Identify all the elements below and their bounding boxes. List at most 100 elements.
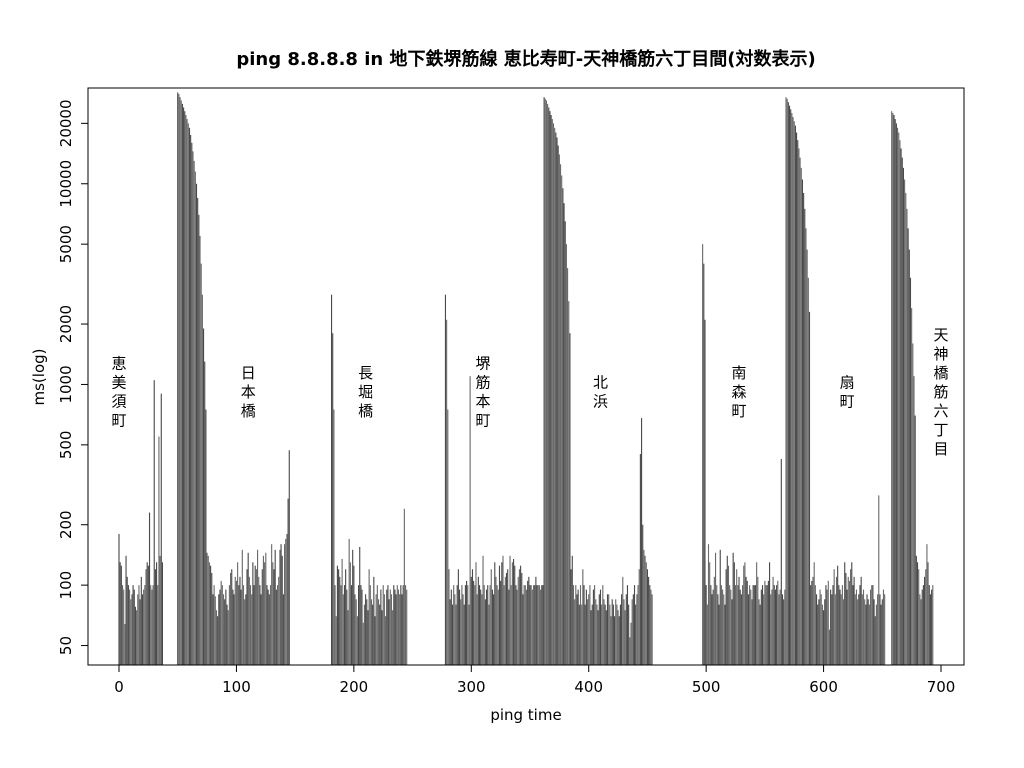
bar	[774, 589, 776, 665]
bar	[121, 585, 124, 665]
station-label: 日本橋	[241, 364, 256, 420]
bar	[275, 589, 277, 665]
bar	[797, 140, 799, 666]
bar	[349, 562, 351, 665]
bar	[720, 585, 722, 665]
bar	[861, 594, 863, 665]
bar	[530, 585, 532, 665]
bar	[388, 599, 390, 665]
bar	[864, 599, 866, 665]
bar	[845, 572, 847, 665]
bar	[280, 544, 282, 665]
bar	[584, 604, 586, 665]
bar	[491, 589, 493, 665]
bar	[750, 589, 752, 665]
bar	[278, 576, 280, 665]
bar	[742, 585, 744, 665]
bar	[451, 604, 454, 665]
bar	[239, 576, 241, 665]
bar	[493, 594, 495, 665]
bar	[228, 585, 230, 665]
bar	[810, 585, 812, 665]
bar	[745, 576, 747, 665]
bar	[444, 294, 447, 665]
bar	[912, 343, 914, 665]
bar	[838, 585, 840, 665]
bar	[541, 585, 543, 665]
bar	[394, 589, 396, 665]
bar	[855, 589, 858, 665]
bar	[154, 569, 156, 665]
bar	[818, 599, 820, 665]
bar	[450, 589, 452, 665]
bar	[769, 562, 771, 665]
bar	[562, 188, 564, 665]
bar	[906, 208, 908, 665]
bar	[125, 555, 127, 665]
bar	[146, 562, 148, 665]
bar	[857, 599, 859, 665]
x-tick-label: 100	[222, 678, 251, 696]
bar	[132, 585, 134, 665]
bar	[498, 565, 501, 665]
bar	[520, 565, 522, 665]
bar	[808, 311, 811, 665]
bar	[925, 569, 927, 665]
bar	[555, 132, 557, 665]
bar	[237, 562, 239, 665]
bar	[927, 562, 929, 665]
bar	[793, 121, 795, 665]
bar	[576, 594, 578, 665]
bar	[913, 376, 915, 665]
bar	[537, 585, 539, 665]
bar	[919, 594, 921, 665]
bar	[139, 599, 141, 665]
bar	[353, 565, 355, 665]
y-axis: 50 100 200 500 1000 2000 5000 10000 20000	[57, 99, 89, 655]
bar	[157, 585, 159, 665]
bar	[536, 585, 538, 665]
bar	[749, 585, 751, 665]
bar	[611, 599, 613, 665]
bar	[178, 94, 180, 665]
bar	[862, 589, 865, 665]
bar	[206, 552, 208, 665]
bar	[260, 594, 262, 665]
bar	[205, 409, 207, 665]
bar	[815, 594, 818, 665]
bar	[461, 585, 463, 665]
bar	[710, 585, 712, 665]
x-tick-label: 600	[809, 678, 838, 696]
bar	[814, 585, 816, 665]
bar	[505, 572, 508, 665]
bar	[188, 127, 191, 665]
y-tick-label: 10000	[57, 160, 75, 208]
bar	[892, 113, 894, 665]
bar	[213, 585, 215, 665]
bar	[400, 585, 402, 665]
bar	[649, 585, 651, 665]
bar	[852, 585, 854, 665]
bar	[207, 555, 209, 665]
bar	[190, 134, 192, 666]
bar	[147, 565, 149, 665]
bar	[503, 585, 505, 665]
bar	[199, 235, 201, 666]
bar	[648, 576, 650, 665]
bar	[908, 249, 910, 665]
bar	[784, 589, 786, 665]
bar	[159, 555, 161, 665]
bar	[363, 604, 365, 665]
bar	[160, 393, 162, 665]
bar	[763, 594, 765, 665]
bar	[911, 308, 913, 665]
x-tick-label: 700	[927, 678, 956, 696]
bar	[179, 97, 181, 666]
x-tick-label: 200	[340, 678, 369, 696]
bar	[827, 580, 829, 665]
bar	[900, 148, 902, 665]
bar	[846, 589, 848, 665]
bar	[137, 594, 139, 665]
bar	[722, 589, 724, 665]
bar	[212, 594, 214, 665]
